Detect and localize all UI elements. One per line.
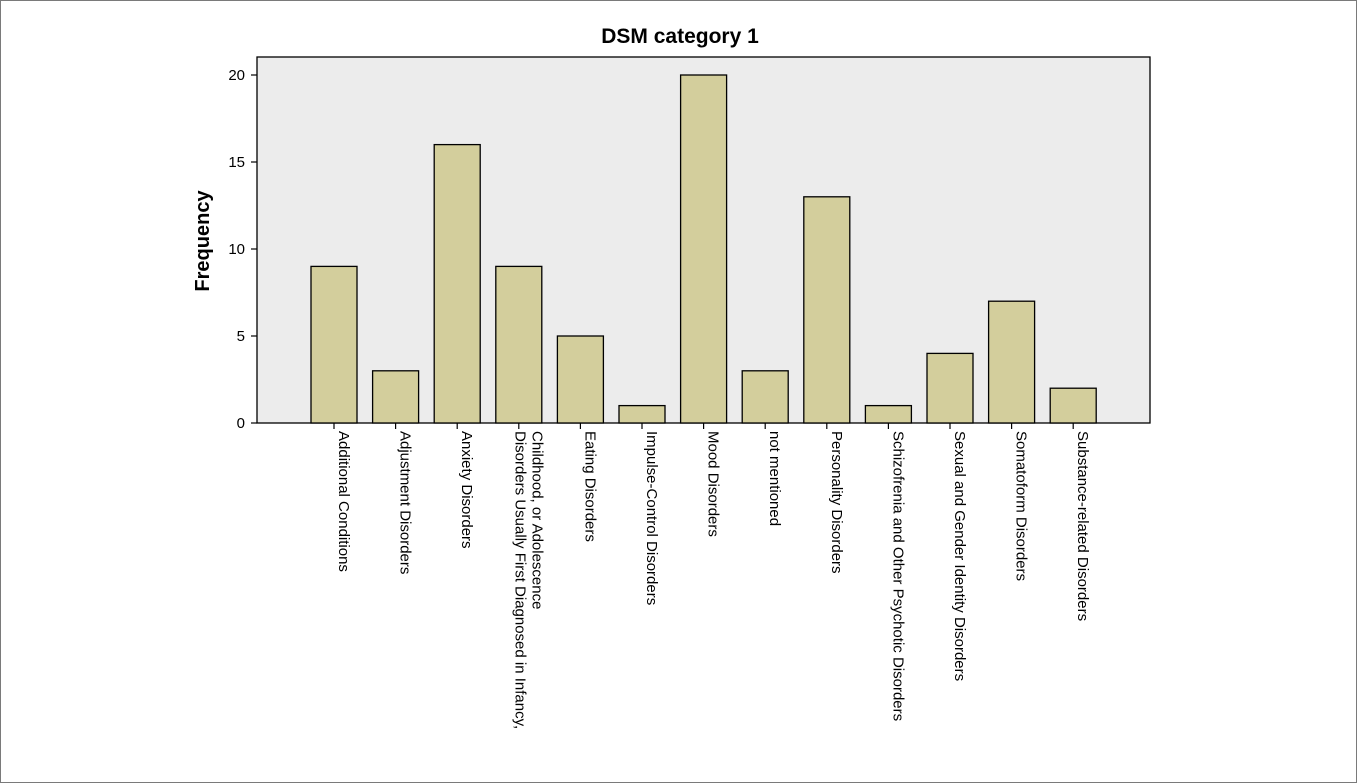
- y-tick-label: 10: [228, 241, 245, 258]
- bar: [618, 404, 666, 424]
- chart-title: DSM category 1: [601, 25, 759, 48]
- bar: [679, 74, 728, 424]
- x-tick-label-line: Additional Conditions: [335, 431, 352, 572]
- x-tick-label: Somatoform Disorders: [1013, 431, 1030, 581]
- x-tick-label-line: Somatoform Disorders: [1013, 431, 1030, 581]
- y-tick-label: 5: [237, 328, 245, 345]
- y-tick-label: 15: [228, 154, 245, 171]
- x-axis: Additional Conditions Adjustment Disorder…: [333, 423, 1091, 729]
- x-tick-label-line: Substance-related Disorders: [1074, 431, 1091, 621]
- bar: [371, 370, 420, 424]
- x-tick-label-line: Childhood, or Adolescence: [528, 431, 545, 609]
- bar: [741, 370, 789, 424]
- x-tick-label-line: Sexual and Gender Identity Disorders: [951, 431, 968, 681]
- x-tick-label: Substance-related Disorders: [1074, 431, 1091, 621]
- x-tick-label-line: Adjustment Disorders: [397, 431, 414, 574]
- bar: [433, 143, 481, 424]
- y-tick-label: 20: [228, 67, 245, 84]
- x-tick-label-line: Eating Disorders: [581, 431, 598, 542]
- y-axis-label: Frequency: [192, 190, 214, 292]
- y-tick-label: 0: [237, 415, 245, 432]
- x-tick-label-line: Disorders Usually First Diagnosed in Inf…: [511, 431, 528, 729]
- x-tick-label: Mood Disorders: [705, 431, 722, 537]
- x-tick-label: Eating Disorders: [581, 431, 598, 542]
- x-tick-label: not mentioned: [766, 431, 783, 526]
- bar: [556, 335, 605, 424]
- bar: [987, 300, 1036, 424]
- bar: [864, 404, 913, 424]
- bar: [926, 352, 974, 424]
- bar: [803, 196, 851, 424]
- x-tick-label: Disorders Usually First Diagnosed in Inf…: [511, 431, 545, 729]
- bar: [1049, 387, 1097, 424]
- bar: [310, 265, 358, 424]
- x-tick-label-line: Personality Disorders: [828, 431, 845, 574]
- x-tick-label: Additional Conditions: [335, 431, 352, 572]
- y-axis: 0 5 10 15 20: [228, 67, 257, 432]
- x-tick-label: Schizofrenia and Other Psychotic Disorde…: [889, 431, 906, 721]
- bar: [495, 265, 543, 424]
- x-tick-label-line: Schizofrenia and Other Psychotic Disorde…: [889, 431, 906, 721]
- x-tick-label-line: Impulse-Control Disorders: [643, 431, 660, 605]
- x-tick-label: Sexual and Gender Identity Disorders: [951, 431, 968, 681]
- x-tick-label: Adjustment Disorders: [397, 431, 414, 574]
- x-tick-label-line: Mood Disorders: [705, 431, 722, 537]
- x-tick-label-line: not mentioned: [766, 431, 783, 526]
- x-tick-label: Anxiety Disorders: [458, 431, 475, 549]
- x-tick-label-line: Anxiety Disorders: [458, 431, 475, 549]
- x-tick-label: Impulse-Control Disorders: [643, 431, 660, 605]
- bar-series: [310, 74, 1097, 424]
- x-tick-label: Personality Disorders: [828, 431, 845, 574]
